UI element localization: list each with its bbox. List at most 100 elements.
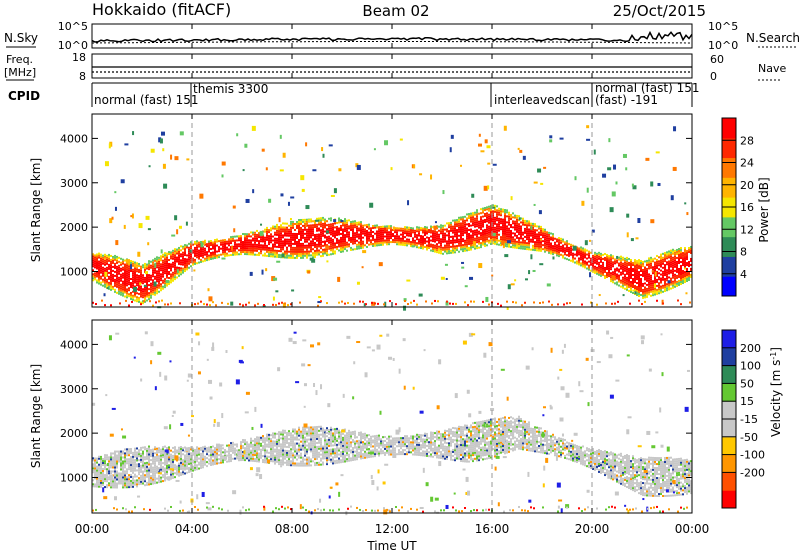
power-echo-cell (252, 237, 254, 240)
power-echo-cell (504, 234, 506, 237)
power-echo-cell (156, 286, 158, 289)
power-scatter-cell (108, 143, 111, 149)
power-echo-cell (322, 228, 324, 231)
power-echo-cell (334, 230, 336, 233)
power-echo-cell (630, 270, 632, 273)
power-echo-cell (320, 247, 322, 250)
power-echo-cell (494, 204, 496, 207)
power-echo-cell (572, 260, 574, 263)
power-echo-cell (254, 237, 256, 240)
velocity-echo-cell (110, 480, 112, 483)
velocity-echo-cell (158, 463, 160, 466)
power-echo-cell (438, 247, 440, 250)
power-echo-cell (294, 252, 296, 255)
power-echo-cell (686, 256, 688, 259)
power-echo-cell (590, 251, 592, 254)
power-echo-cell (396, 235, 398, 238)
power-echo-cell (644, 294, 646, 297)
velocity-echo-cell (110, 452, 112, 455)
power-echo-cell (670, 269, 672, 272)
power-echo-cell (110, 274, 112, 277)
power-echo-cell (206, 253, 208, 256)
power-echo-cell (188, 262, 190, 265)
power-echo-cell (256, 247, 258, 250)
power-echo-cell (258, 236, 260, 239)
power-echo-cell (492, 204, 494, 207)
power-echo-cell (294, 236, 296, 239)
velocity-echo-cell (150, 459, 152, 462)
power-echo-cell (276, 253, 278, 256)
power-echo-cell (600, 264, 602, 267)
power-echo-cell (486, 220, 488, 223)
power-echo-cell (664, 282, 666, 285)
power-echo-cell (664, 278, 666, 281)
velocity-echo-cell (200, 456, 202, 459)
power-echo-cell (390, 233, 392, 236)
power-echo-cell (356, 235, 358, 238)
power-scatter-cell (333, 219, 337, 223)
power-near-range-cell (677, 299, 679, 302)
power-echo-cell (558, 249, 560, 252)
power-echo-cell (436, 243, 438, 246)
power-echo-cell (122, 268, 124, 271)
power-echo-cell (440, 242, 442, 245)
power-echo-cell (640, 281, 642, 284)
power-colorbar-tick-label: 16 (740, 201, 754, 214)
velocity-echo-cell (142, 482, 144, 485)
power-echo-cell (656, 280, 658, 283)
power-echo-cell (352, 240, 354, 243)
power-echo-cell (210, 242, 212, 245)
power-echo-cell (530, 248, 532, 251)
power-echo-cell (528, 238, 530, 241)
power-echo-cell (584, 262, 586, 265)
power-echo-cell (518, 227, 520, 230)
power-echo-cell (256, 239, 258, 242)
power-scatter-cell (411, 245, 416, 248)
power-echo-cell (154, 293, 156, 296)
power-echo-cell (330, 245, 332, 248)
power-echo-cell (296, 248, 298, 251)
power-echo-cell (158, 280, 160, 283)
power-echo-cell (324, 220, 326, 223)
power-echo-cell (548, 233, 550, 236)
velocity-echo-cell (142, 472, 144, 475)
power-echo-cell (292, 238, 294, 241)
velocity-echo-cell (202, 458, 204, 461)
power-echo-cell (150, 288, 152, 291)
power-echo-cell (538, 247, 540, 250)
power-echo-cell (664, 268, 666, 271)
power-echo-cell (448, 226, 450, 229)
power-echo-cell (348, 235, 350, 238)
power-echo-cell (252, 239, 254, 242)
power-echo-cell (142, 296, 144, 299)
power-echo-cell (618, 274, 620, 277)
velocity-echo-cell (130, 456, 132, 459)
power-echo-cell (188, 266, 190, 269)
velocity-echo-cell (174, 476, 176, 479)
power-echo-cell (430, 239, 432, 242)
power-echo-cell (132, 260, 134, 263)
power-echo-cell (346, 227, 348, 230)
power-echo-cell (374, 244, 376, 247)
power-echo-cell (630, 272, 632, 275)
power-echo-cell (164, 268, 166, 271)
power-echo-cell (618, 264, 620, 267)
power-echo-cell (606, 276, 608, 278)
power-echo-cell (492, 240, 494, 243)
power-scatter-cell (120, 179, 125, 184)
power-echo-cell (528, 232, 530, 235)
power-echo-cell (662, 276, 664, 279)
power-echo-cell (512, 216, 514, 219)
power-echo-cell (462, 240, 464, 243)
power-echo-cell (380, 227, 382, 230)
velocity-echo-cell (140, 470, 142, 473)
power-echo-cell (146, 265, 148, 268)
power-echo-cell (236, 245, 238, 248)
power-echo-cell (314, 253, 316, 256)
power-echo-cell (632, 282, 634, 285)
power-echo-cell (584, 254, 586, 257)
power-echo-cell (498, 219, 500, 222)
power-echo-cell (576, 254, 578, 257)
power-echo-cell (126, 284, 128, 287)
power-scatter-cell (607, 167, 612, 171)
